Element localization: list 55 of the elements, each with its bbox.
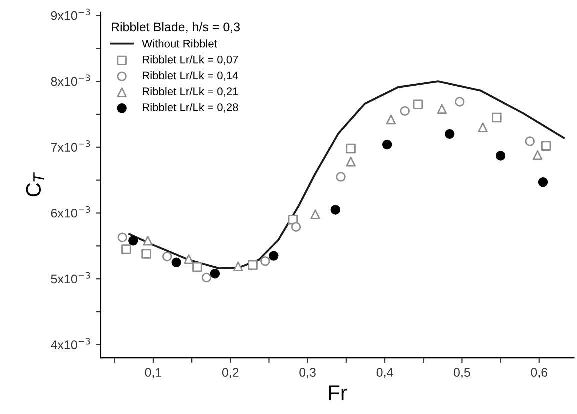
point: [346, 144, 356, 154]
point: [413, 100, 424, 110]
y-tick-label: 4x10$^{−3}$: [51, 338, 90, 350]
legend-title: Ribblet Blade, h/s = 0,3: [112, 22, 240, 34]
point: [143, 236, 153, 246]
x-tick-label: 0,3: [300, 368, 316, 378]
legend-label: Ribblet Lr/Lk = 0,07: [143, 56, 238, 66]
point: [310, 210, 320, 220]
point: [248, 260, 258, 270]
point: [234, 262, 244, 272]
point: [172, 258, 182, 268]
point: [118, 232, 128, 242]
y-tick-label: 9x10$^{−3}$: [51, 8, 90, 20]
x-axis-title: Fr: [329, 386, 348, 400]
point: [260, 256, 270, 266]
legend-label: Without Ribblet: [142, 40, 218, 48]
point: [122, 244, 132, 254]
point: [336, 172, 346, 182]
point: [437, 104, 447, 114]
point: [532, 150, 543, 160]
point: [541, 141, 552, 151]
y-tick-label: 7x10$^{−3}$: [51, 140, 90, 152]
y-tick-label: 8x10$^{−3}$: [51, 74, 90, 86]
point: [478, 122, 488, 133]
point: [386, 114, 396, 125]
point: [291, 222, 302, 232]
point: [538, 177, 548, 188]
y-tick-label: 5x10$^{−3}$: [51, 272, 90, 284]
x-tick-label: 0,6: [531, 368, 548, 378]
point: [525, 136, 535, 146]
legend-label: Ribblet Lr/Lk = 0,28: [143, 103, 238, 113]
point: [162, 252, 172, 262]
y-tick-label: 6x10$^{−3}$: [51, 206, 90, 218]
point: [444, 129, 455, 140]
point: [346, 157, 356, 167]
point: [192, 262, 202, 272]
legend-label: Ribblet Lr/Lk = 0,21: [143, 87, 238, 97]
point: [142, 249, 152, 259]
point: [496, 151, 506, 161]
point: [128, 236, 138, 246]
point: [269, 251, 279, 261]
y-axis-title: C$_{T}$: [26, 172, 44, 197]
x-tick-label: 0,2: [222, 368, 239, 378]
point: [202, 272, 212, 283]
point: [492, 112, 502, 123]
point: [455, 97, 465, 107]
point: [210, 268, 220, 279]
legend-label: Ribblet Lr/Lk = 0,14: [143, 71, 238, 81]
point: [400, 106, 410, 116]
x-tick-label: 0,1: [145, 368, 162, 378]
x-tick-label: 0,5: [454, 368, 470, 378]
x-tick-label: 0,4: [376, 368, 394, 378]
point: [330, 205, 340, 215]
point: [382, 140, 392, 150]
point: [184, 254, 194, 264]
